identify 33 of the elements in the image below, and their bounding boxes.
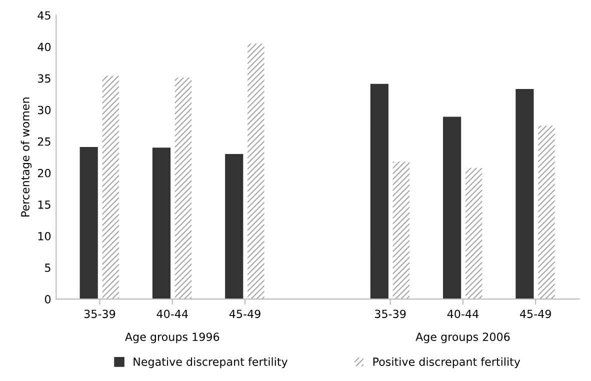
bar	[80, 147, 98, 300]
bar	[465, 168, 482, 300]
x-tick-label: 45-49	[229, 310, 260, 318]
bar	[174, 78, 192, 300]
bar	[443, 116, 462, 300]
y-tick-label: 5	[45, 264, 50, 272]
bar	[152, 148, 171, 300]
y-tick-label: 10	[38, 232, 51, 240]
bar	[370, 84, 388, 300]
bar	[248, 44, 264, 300]
x-tick-label: 45-49	[520, 310, 551, 318]
y-tick-label: 20	[38, 168, 51, 178]
bar	[516, 88, 534, 300]
bar	[538, 126, 555, 300]
y-tick-label: 30	[38, 106, 51, 114]
x-tick-label: 35-39	[375, 310, 406, 318]
y-tick-label: 35	[38, 74, 50, 83]
y-tick-label: 15	[38, 200, 50, 209]
bar	[225, 154, 244, 300]
bar	[392, 162, 410, 300]
x-tick-label: 40-44	[447, 310, 478, 318]
bar	[102, 76, 119, 300]
y-axis-title: Percentage of women	[20, 98, 32, 216]
text: Age groups 1996	[125, 332, 220, 344]
y-tick-label: 45	[38, 11, 50, 20]
legend-label: Positive discrepant fertility	[373, 357, 520, 368]
x-tick-label: 40-44	[156, 310, 188, 318]
legend-label: Negative discrepant fertility	[134, 357, 288, 368]
y-tick-label: 0	[44, 295, 51, 304]
x-tick-label: 35-39	[84, 310, 116, 318]
y-tick-label: 25	[38, 137, 50, 146]
text: Age groups 2006	[416, 332, 510, 344]
y-tick-label: 40	[38, 42, 51, 52]
